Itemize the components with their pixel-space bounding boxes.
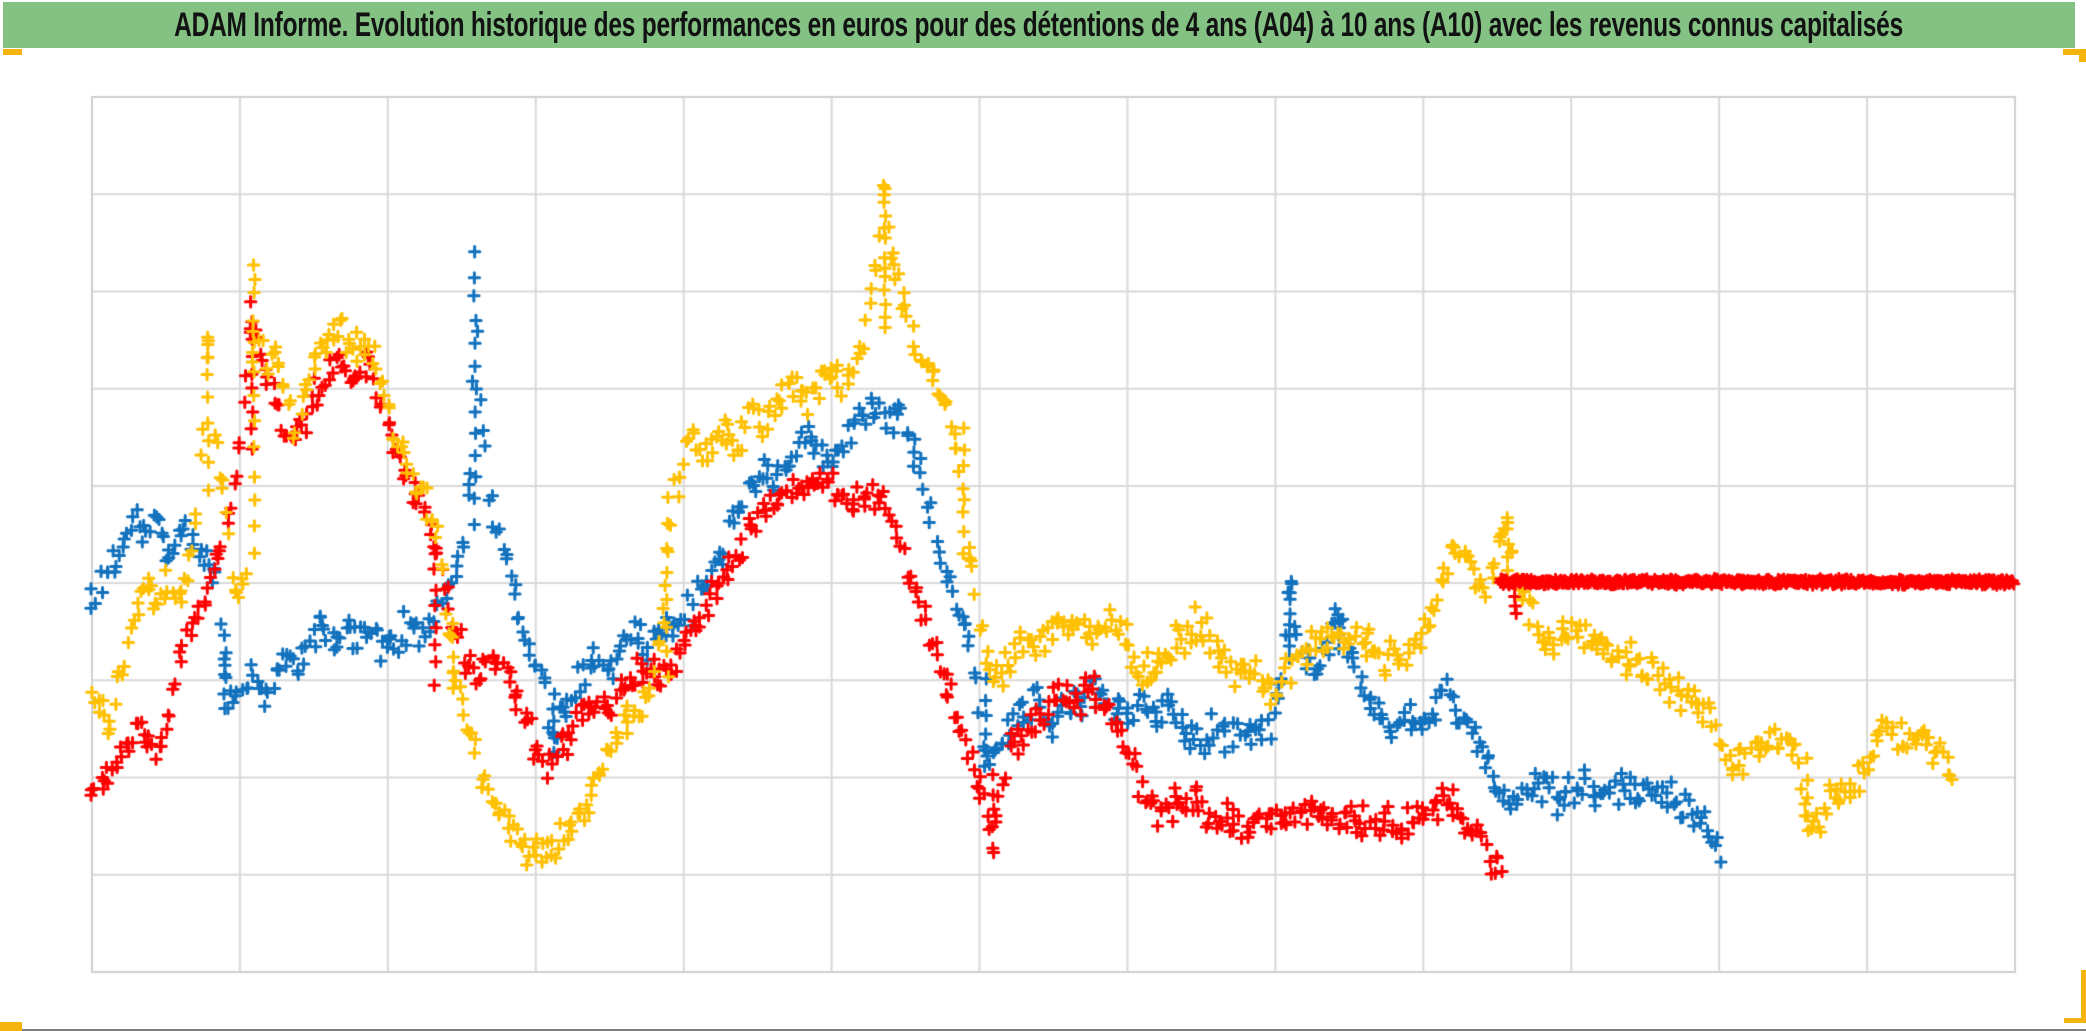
selection-handle-bottom-right-horizontal[interactable]	[2064, 1018, 2086, 1023]
selection-handle-top-left[interactable]	[3, 49, 22, 55]
bottom-divider	[0, 1029, 2086, 1031]
selection-handle-top-right-bar[interactable]	[2063, 49, 2086, 55]
selection-handle-top-right-stub[interactable]	[2079, 49, 2086, 62]
selection-handle-bottom-left[interactable]	[0, 1022, 22, 1031]
selection-handle-bottom-right-vertical[interactable]	[2081, 970, 2086, 1023]
